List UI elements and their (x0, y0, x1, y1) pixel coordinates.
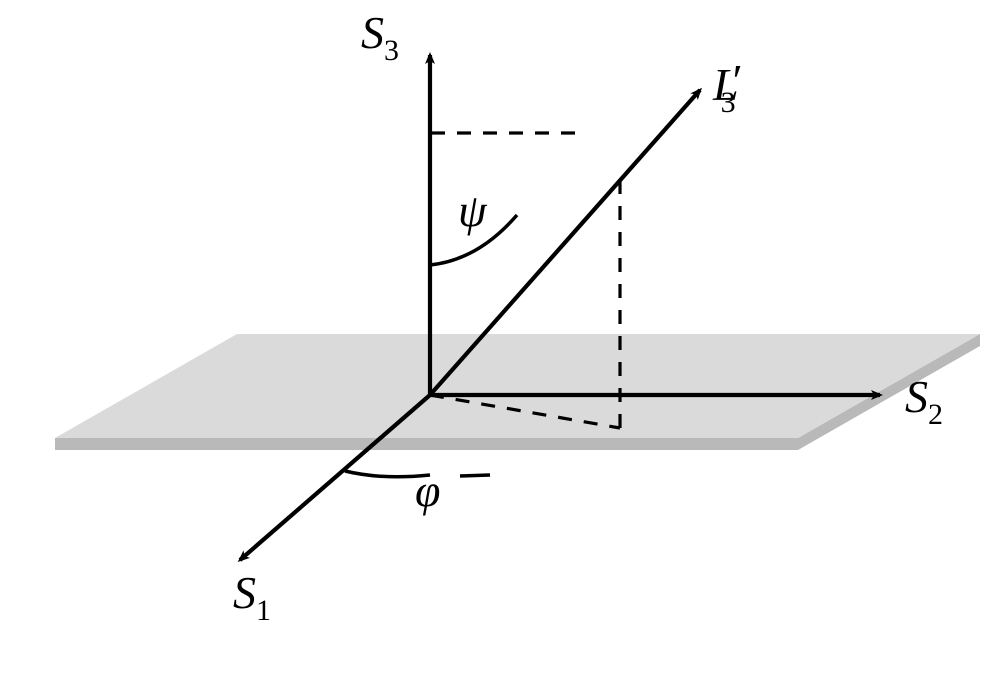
label-psi: ψ (458, 185, 488, 236)
label-l3-sub: 3 (721, 86, 736, 119)
ground-plane (55, 334, 980, 450)
label-s1-sub: 1 (256, 594, 271, 627)
plane-side (55, 438, 798, 450)
label-s2: S2 (905, 371, 943, 431)
coordinate-diagram: S3 L′3 S2 S1 ψ φ (0, 0, 1000, 682)
label-s3: S3 (361, 7, 399, 67)
label-s1-main: S (233, 567, 256, 618)
label-s1: S1 (233, 567, 271, 627)
label-phi: φ (415, 465, 440, 516)
label-s3-sub: 3 (384, 34, 399, 67)
angle-phi-arc-right (460, 475, 490, 476)
label-s2-sub: 2 (928, 398, 943, 431)
label-l3prime: L′3 (712, 55, 743, 119)
label-s3-main: S (361, 7, 384, 58)
labels: S3 L′3 S2 S1 ψ φ (233, 7, 943, 627)
axes (240, 55, 880, 560)
label-s2-main: S (905, 371, 928, 422)
